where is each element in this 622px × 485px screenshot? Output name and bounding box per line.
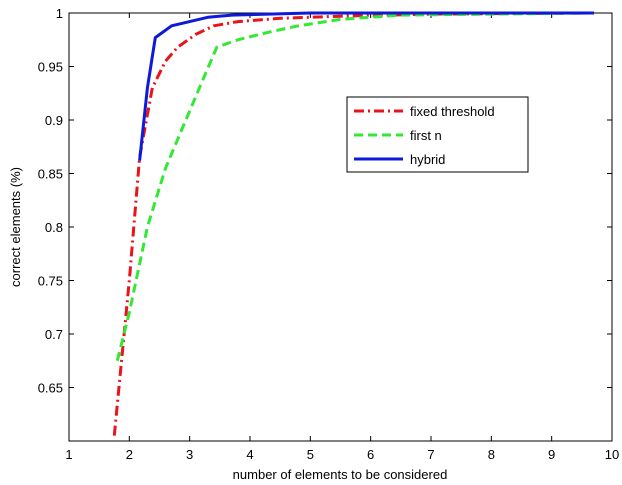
x-tick-label: 4 — [246, 447, 253, 462]
x-tick-label: 3 — [186, 447, 193, 462]
y-axis-label: correct elements (%) — [8, 167, 23, 287]
x-tick-label: 6 — [367, 447, 374, 462]
x-tick-label: 8 — [488, 447, 495, 462]
x-tick-label: 1 — [65, 447, 72, 462]
y-tick-label: 0.95 — [38, 60, 63, 75]
x-tick-label: 7 — [427, 447, 434, 462]
y-tick-label: 0.75 — [38, 274, 63, 289]
legend: fixed threshold first n hybrid — [346, 96, 529, 173]
plot-area — [68, 12, 613, 442]
legend-label-first-n: first n — [410, 128, 442, 143]
x-axis-label: number of elements to be considered — [233, 467, 448, 482]
series-layer — [112, 11, 594, 436]
y-axis: 0.65 0.7 0.75 0.8 0.85 0.9 0.95 1 — [38, 6, 612, 396]
x-tick-label: 2 — [126, 447, 133, 462]
y-tick-label: 1 — [56, 6, 63, 21]
legend-label-fixed-threshold: fixed threshold — [410, 104, 495, 119]
x-tick-label: 9 — [548, 447, 555, 462]
series-line-hybrid — [138, 11, 594, 161]
series-line-first-n — [115, 11, 594, 362]
y-tick-label: 0.9 — [45, 113, 63, 128]
y-tick-label: 0.85 — [38, 167, 63, 182]
series-line-fixed-threshold — [112, 11, 594, 436]
y-tick-label: 0.65 — [38, 381, 63, 396]
legend-label-hybrid: hybrid — [410, 152, 445, 167]
axes-box — [68, 12, 613, 442]
x-tick-label: 10 — [605, 447, 619, 462]
y-tick-label: 0.8 — [45, 220, 63, 235]
x-tick-label: 5 — [307, 447, 314, 462]
y-tick-label: 0.7 — [45, 327, 63, 342]
